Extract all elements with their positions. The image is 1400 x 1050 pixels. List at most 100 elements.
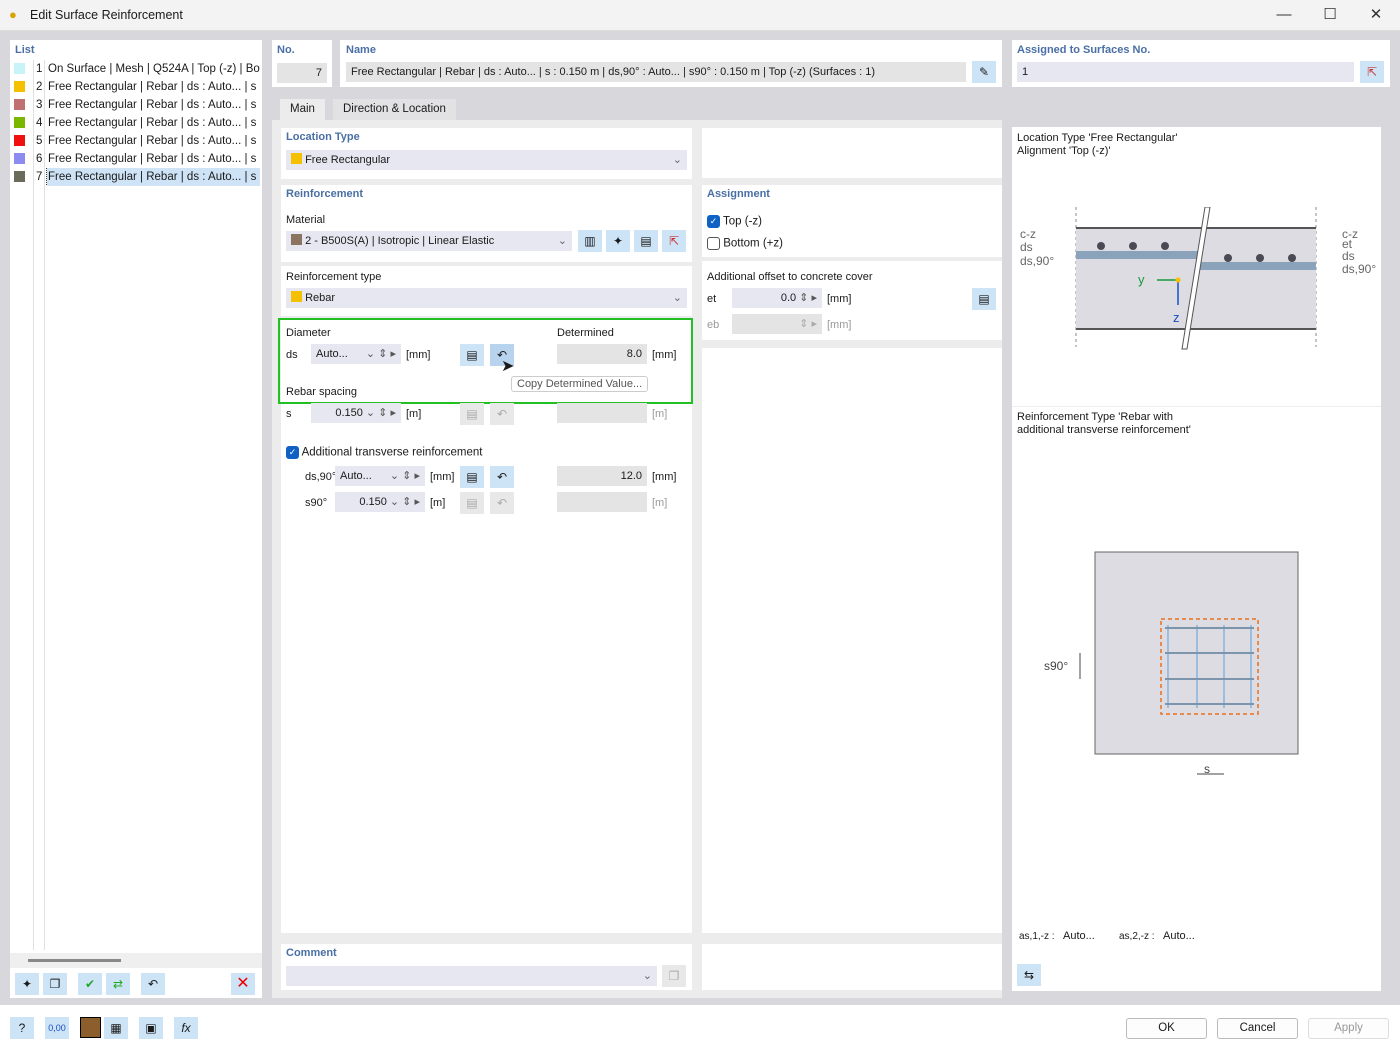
s90-unit: [m] [430, 497, 446, 509]
list-item[interactable]: 6 Free Rectangular | Rebar | ds : Auto...… [10, 150, 260, 168]
assignment-header: Assignment [707, 188, 770, 200]
edit-s-icon[interactable]: ▤ [460, 403, 484, 425]
display-properties-icon[interactable]: ▦ [104, 1017, 128, 1039]
copy-determined-ds-icon[interactable]: ↶ [490, 344, 514, 366]
reinforcement-section: Reinforcement Material 2 - B500S(A) | Is… [281, 185, 692, 262]
et-label: et [707, 293, 717, 305]
ok-button[interactable]: OK [1126, 1018, 1207, 1039]
item-number: 1 [36, 63, 43, 75]
et-spinner[interactable]: 0.0 ⇕ ▸ [732, 288, 822, 308]
ds90-label: ds,90° [305, 471, 337, 483]
location-type-header: Location Type [286, 131, 360, 143]
edit-name-icon[interactable]: ✎ [972, 61, 996, 83]
chevron-down-icon: ⌄ [672, 154, 682, 166]
color-swatch [14, 117, 25, 128]
copy-determined-s90-icon[interactable]: ↶ [490, 492, 514, 514]
color-swatch [14, 63, 25, 74]
check-toggle-icon[interactable]: ⇄ [106, 973, 130, 995]
svg-text:et: et [1342, 237, 1353, 251]
ds-value: Auto... [316, 348, 348, 360]
list-item[interactable]: 2 Free Rectangular | Rebar | ds : Auto...… [10, 78, 260, 96]
ds-determined-unit: [mm] [652, 349, 677, 361]
svg-text:y: y [1138, 272, 1145, 287]
top-checkbox[interactable]: ✓ Top (-z) [707, 215, 762, 228]
s-spinner[interactable]: 0.150 ⌄ ⇕ ▸ [311, 403, 401, 423]
reinforcement-type-value: Rebar [305, 292, 336, 304]
reinforcement-type-select[interactable]: Rebar ⌄ [286, 288, 687, 308]
check-all-icon[interactable]: ✔ [78, 973, 102, 995]
edit-material-icon[interactable]: ▤ [634, 230, 658, 252]
reinforcement-header: Reinforcement [286, 188, 364, 200]
name-panel: Name Free Rectangular | Rebar | ds : Aut… [340, 40, 1002, 87]
ds-determined-field: 8.0 [557, 344, 647, 364]
edit-offset-icon[interactable]: ▤ [972, 288, 996, 310]
eb-spinner[interactable]: ⇕ ▸ [732, 314, 822, 334]
cancel-button[interactable]: Cancel [1217, 1018, 1298, 1039]
eb-unit: [mm] [827, 319, 852, 331]
list-item[interactable]: 7 Free Rectangular | Rebar | ds : Auto...… [10, 168, 260, 186]
item-label: Free Rectangular | Rebar | ds : Auto... … [48, 117, 260, 129]
app-icon: ● [9, 7, 17, 22]
ds-spinner[interactable]: Auto... ⌄ ⇕ ▸ [311, 344, 401, 364]
ds90-spinner[interactable]: Auto... ⌄ ⇕ ▸ [335, 466, 425, 486]
material-select[interactable]: 2 - B500S(A) | Isotropic | Linear Elasti… [286, 231, 572, 251]
maximize-button[interactable]: ☐ [1323, 6, 1337, 23]
tab-direction-location[interactable]: Direction & Location [333, 99, 456, 120]
item-number: 3 [36, 99, 43, 111]
help-icon[interactable]: ? [10, 1017, 34, 1039]
number-label: No. [277, 44, 295, 56]
assigned-label: Assigned to Surfaces No. [1017, 44, 1151, 56]
assigned-surfaces-input[interactable]: 1 [1017, 62, 1354, 82]
ds-label: ds [286, 349, 298, 361]
select-material-icon[interactable]: ⇱ [662, 230, 686, 252]
color-swatch [14, 99, 25, 110]
number-panel: No. 7 [272, 40, 332, 87]
copy-determined-ds90-icon[interactable]: ↶ [490, 466, 514, 488]
ds90-value: Auto... [340, 470, 372, 482]
minimize-button[interactable]: — [1276, 6, 1292, 23]
units-icon[interactable]: 0,00 [45, 1017, 69, 1039]
name-field[interactable]: Free Rectangular | Rebar | ds : Auto... … [346, 62, 966, 82]
edit-s90-icon[interactable]: ▤ [460, 492, 484, 514]
formula-icon[interactable]: fx [174, 1017, 198, 1039]
bottom-checkbox[interactable]: Bottom (+z) [707, 237, 783, 250]
list-item[interactable]: 4 Free Rectangular | Rebar | ds : Auto...… [10, 114, 260, 132]
comment-input[interactable]: ⌄ [286, 966, 657, 986]
highlight-box [278, 318, 693, 404]
undo-icon[interactable]: ↶ [141, 973, 165, 995]
edit-ds90-icon[interactable]: ▤ [460, 466, 484, 488]
ds90-determined-unit: [mm] [652, 471, 677, 483]
s90-spinner[interactable]: 0.150 ⌄ ⇕ ▸ [335, 492, 425, 512]
edit-ds-icon[interactable]: ▤ [460, 344, 484, 366]
view-icon[interactable]: ▣ [139, 1017, 163, 1039]
new-item-icon[interactable]: ✦ [15, 973, 39, 995]
swap-image-icon[interactable]: ⇆ [1017, 964, 1041, 986]
list-item[interactable]: 5 Free Rectangular | Rebar | ds : Auto...… [10, 132, 260, 150]
new-material-icon[interactable]: ✦ [606, 230, 630, 252]
svg-text:ds,90°: ds,90° [1020, 254, 1054, 268]
location-type-select[interactable]: Free Rectangular ⌄ [286, 150, 687, 170]
delete-icon[interactable]: ✕ [231, 973, 255, 995]
material-library-icon[interactable]: ▥ [578, 230, 602, 252]
copy-determined-s-icon[interactable]: ↶ [490, 403, 514, 425]
list-item[interactable]: 3 Free Rectangular | Rebar | ds : Auto...… [10, 96, 260, 114]
tab-main[interactable]: Main [280, 99, 325, 120]
close-button[interactable]: ✕ [1369, 6, 1383, 23]
horizontal-scrollbar[interactable] [10, 953, 262, 968]
rebar-spacing-header: Rebar spacing [286, 386, 357, 398]
et-value: 0.0 [780, 292, 797, 304]
apply-button[interactable]: Apply [1308, 1018, 1389, 1039]
list-header: List [15, 44, 35, 56]
transverse-checkbox[interactable]: ✓ Additional transverse reinforcement [286, 446, 482, 459]
select-surfaces-icon[interactable]: ⇱ [1360, 61, 1384, 83]
chevron-down-icon: ⌄ [672, 292, 682, 304]
color-icon[interactable] [80, 1017, 101, 1038]
copy-item-icon[interactable]: ❐ [43, 973, 67, 995]
list-item[interactable]: 1 On Surface | Mesh | Q524A | Top (-z) | … [10, 60, 260, 78]
comment-library-icon[interactable]: ❐ [662, 965, 686, 987]
comment-header: Comment [286, 947, 337, 959]
tooltip: Copy Determined Value... [511, 376, 649, 392]
s-unit: [m] [406, 408, 422, 420]
assigned-panel: Assigned to Surfaces No. 1 ⇱ [1012, 40, 1390, 87]
number-field[interactable]: 7 [277, 63, 327, 83]
